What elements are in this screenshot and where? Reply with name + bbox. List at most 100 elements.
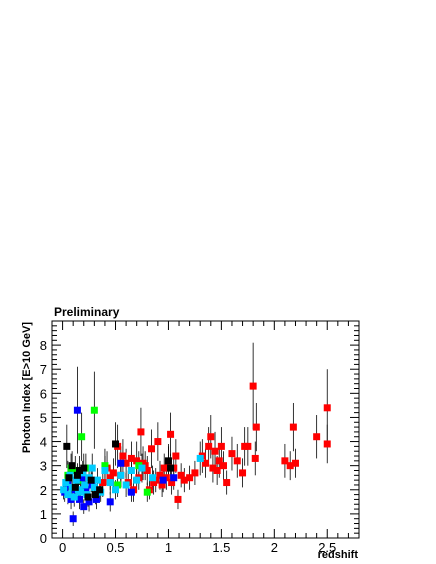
x-tick-label: 0.5 bbox=[106, 540, 124, 555]
data-point bbox=[149, 474, 157, 482]
data-point bbox=[286, 462, 294, 470]
data-point bbox=[164, 457, 172, 465]
data-point bbox=[90, 483, 98, 491]
data-point bbox=[143, 466, 151, 474]
chart-title: Preliminary bbox=[54, 305, 120, 319]
data-point bbox=[160, 464, 168, 472]
data-point bbox=[90, 406, 98, 414]
data-point bbox=[122, 459, 130, 467]
y-tick-label: 4 bbox=[40, 435, 47, 450]
data-point bbox=[167, 464, 175, 472]
data-point bbox=[80, 464, 88, 472]
data-point bbox=[80, 503, 88, 511]
data-point bbox=[217, 442, 225, 450]
data-point bbox=[127, 466, 135, 474]
data-point bbox=[71, 466, 79, 474]
data-point bbox=[76, 466, 84, 474]
y-tick-label: 6 bbox=[40, 386, 47, 401]
data-point bbox=[137, 428, 145, 436]
data-point bbox=[63, 442, 71, 450]
y-tick-label: 0 bbox=[40, 531, 47, 546]
data-point bbox=[96, 486, 104, 494]
data-point bbox=[70, 493, 78, 501]
data-point bbox=[77, 488, 85, 496]
x-tick-label: 1.5 bbox=[212, 540, 230, 555]
x-tick-label: 0 bbox=[59, 540, 66, 555]
data-point bbox=[323, 404, 331, 412]
data-point bbox=[92, 495, 100, 503]
data-point bbox=[174, 495, 182, 503]
data-point bbox=[143, 488, 151, 496]
data-point bbox=[82, 486, 90, 494]
data-point bbox=[180, 476, 188, 484]
y-tick-label: 2 bbox=[40, 483, 47, 498]
data-point bbox=[158, 481, 166, 489]
data-point bbox=[78, 433, 86, 441]
data-point bbox=[154, 438, 162, 446]
data-point bbox=[119, 452, 127, 460]
data-point bbox=[244, 442, 252, 450]
axis-ticks bbox=[52, 320, 360, 539]
data-point bbox=[205, 442, 213, 450]
data-point bbox=[73, 471, 81, 479]
y-axis-label: Photon Index [E>10 GeV] bbox=[21, 322, 33, 453]
data-point bbox=[281, 457, 289, 465]
data-point bbox=[233, 457, 241, 465]
data-point bbox=[68, 462, 76, 470]
data-point bbox=[170, 474, 178, 482]
x-tick-label: 2 bbox=[271, 540, 278, 555]
data-point bbox=[71, 483, 79, 491]
data-point bbox=[211, 447, 219, 455]
data-point bbox=[117, 459, 125, 467]
data-point bbox=[114, 481, 122, 489]
data-point bbox=[65, 474, 73, 482]
data-points bbox=[60, 382, 331, 523]
plot-frame bbox=[51, 320, 360, 539]
y-tick-label: 7 bbox=[40, 362, 47, 377]
data-point bbox=[106, 474, 114, 482]
data-point bbox=[101, 466, 109, 474]
data-point bbox=[213, 466, 221, 474]
data-point bbox=[251, 454, 259, 462]
data-point bbox=[91, 491, 99, 499]
y-tick-label: 3 bbox=[40, 459, 47, 474]
data-point bbox=[156, 471, 164, 479]
data-point bbox=[88, 464, 96, 472]
data-point bbox=[191, 469, 199, 477]
data-point bbox=[219, 462, 227, 470]
data-point bbox=[223, 479, 231, 487]
data-point bbox=[101, 462, 109, 470]
data-point bbox=[249, 382, 257, 390]
data-point bbox=[186, 474, 194, 482]
tick-labels: 0 0.5 1 1.5 2 2.5 0 1 2 3 4 5 6 7 8 bbox=[40, 338, 337, 555]
data-point bbox=[291, 459, 299, 467]
data-point bbox=[289, 423, 297, 431]
data-point bbox=[239, 469, 247, 477]
data-point bbox=[99, 479, 107, 487]
data-point bbox=[168, 479, 176, 487]
data-point bbox=[167, 430, 175, 438]
data-point bbox=[207, 433, 215, 441]
data-point bbox=[252, 423, 260, 431]
x-tick-label: 2.5 bbox=[318, 540, 336, 555]
y-tick-label: 1 bbox=[40, 507, 47, 522]
data-point bbox=[109, 469, 117, 477]
data-point bbox=[127, 488, 135, 496]
data-point bbox=[323, 440, 331, 448]
data-point bbox=[76, 495, 84, 503]
x-tick-label: 1 bbox=[165, 540, 172, 555]
data-point bbox=[81, 481, 89, 489]
data-point bbox=[209, 464, 217, 472]
data-point bbox=[159, 476, 167, 484]
data-point bbox=[62, 479, 70, 487]
data-point bbox=[85, 498, 93, 506]
data-point bbox=[78, 474, 86, 482]
y-tick-label: 8 bbox=[40, 338, 47, 353]
data-point bbox=[112, 440, 120, 448]
data-point bbox=[172, 452, 180, 460]
data-point bbox=[60, 486, 68, 494]
data-point bbox=[127, 454, 135, 462]
data-point bbox=[196, 454, 204, 462]
data-point bbox=[84, 493, 92, 501]
